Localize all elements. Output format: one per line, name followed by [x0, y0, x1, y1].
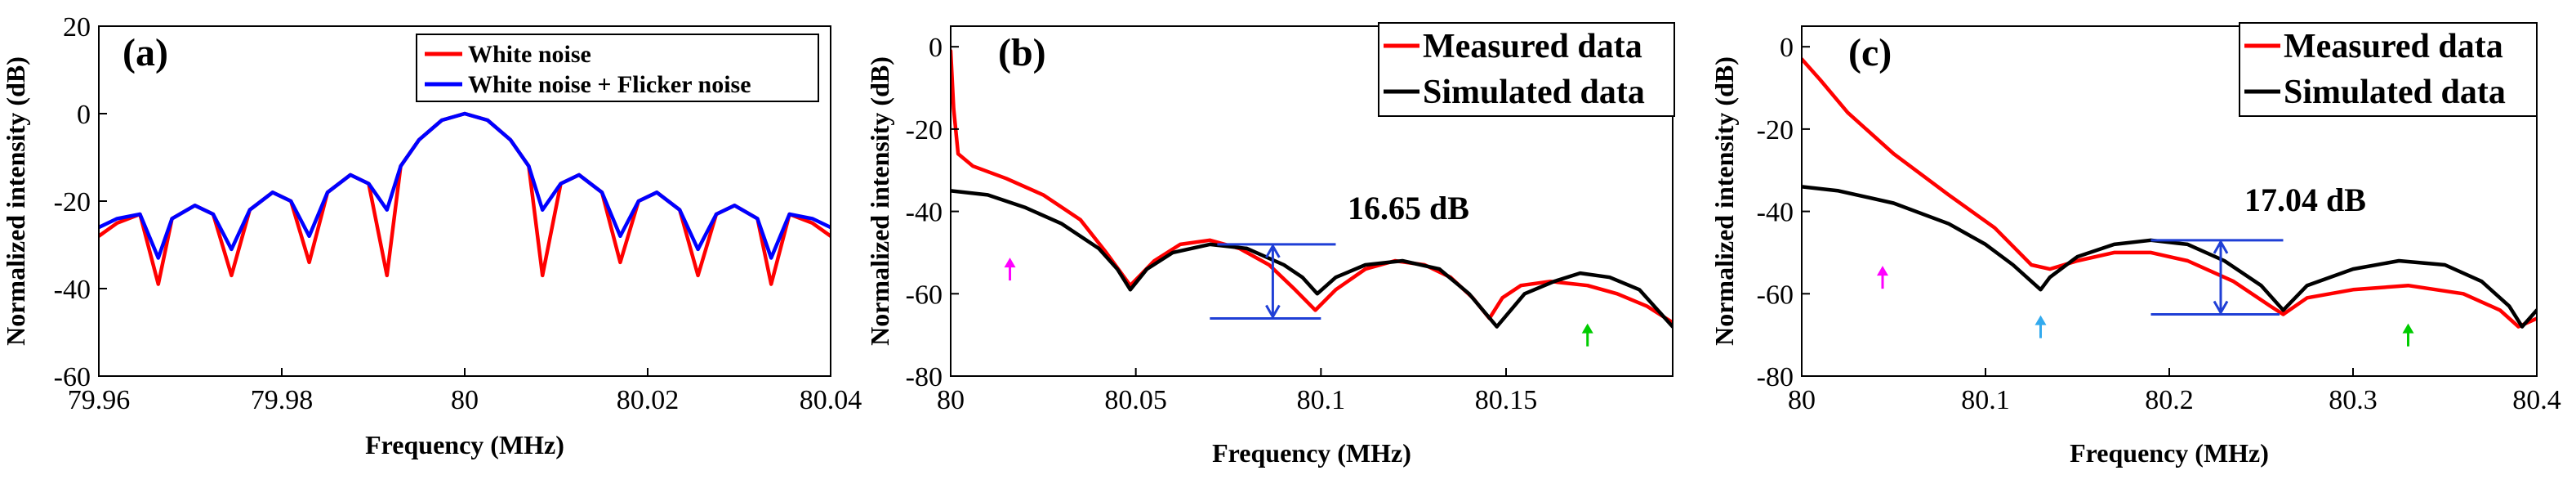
panel-b-ylabel: Normalized intensity (dB) — [865, 56, 894, 346]
panel-b-ticks: 80 80.05 80.1 80.15 0 -20 -40 -60 -80 — [906, 33, 1538, 415]
ytick-label: -60 — [54, 362, 91, 392]
xtick-label: 80.2 — [2145, 385, 2194, 415]
panel-b-legend: Measured data Simulated data — [1378, 22, 1675, 117]
panel-a-legend-box — [416, 34, 819, 102]
panel-a: 79.96 79.98 80 80.02 80.04 20 0 -20 -40 -60 (a) W… — [1, 12, 862, 459]
ytick-label: 0 — [1780, 33, 1794, 63]
panel-b-series — [951, 48, 1673, 329]
up-arrow-icon — [2402, 323, 2414, 347]
ytick-label: 0 — [929, 33, 943, 63]
bracket-arrowhead-up — [1265, 243, 1281, 258]
panel-b: 80 80.05 80.1 80.15 0 -20 -40 -60 -80 (b) 16.65 … — [865, 22, 1675, 468]
ytick-label: 20 — [63, 12, 91, 43]
panel-c-label: (c) — [1848, 31, 1892, 74]
panel-a-ylabel: Normalized intensity (dB) — [1, 56, 30, 346]
panel-b-annotation-text: 16.65 dB — [1348, 190, 1469, 226]
panel-b-annotations — [1004, 243, 1593, 347]
ytick-label: -20 — [1757, 115, 1794, 146]
panel-c-ticks: 80 80.1 80.2 80.3 80.4 0 -20 -40 -60 -80 — [1757, 33, 2561, 415]
panel-a-label: (a) — [123, 31, 168, 74]
panel-a-ticks: 79.96 79.98 80 80.02 80.04 20 0 -20 -40 -60 — [54, 12, 862, 415]
ytick-label: -40 — [1757, 198, 1794, 228]
bracket-arrowhead-down — [1265, 304, 1281, 320]
legend-entry-measured-c: Measured data — [2284, 28, 2503, 65]
panel-b-plot-frame — [950, 25, 1674, 377]
panel-b-legend-box — [1378, 22, 1675, 117]
panel-b-label: (b) — [998, 31, 1046, 74]
up-arrow-icon — [1004, 258, 1016, 281]
up-arrow-icon — [2035, 315, 2047, 338]
bracket-arrowhead-down — [2213, 300, 2229, 316]
legend-entry-simulated-b: Simulated data — [1423, 74, 1645, 111]
xtick-label: 80 — [937, 385, 965, 415]
xtick-label: 80.1 — [1961, 385, 2010, 415]
legend-entry-simulated-c: Simulated data — [2284, 74, 2506, 111]
panel-a-series — [99, 111, 831, 286]
xtick-label: 80.15 — [1475, 385, 1538, 415]
panel-c-xlabel: Frequency (MHz) — [2070, 438, 2269, 468]
panel-a-xlabel: Frequency (MHz) — [365, 430, 564, 459]
ytick-label: -80 — [1757, 362, 1794, 392]
xtick-label: 80.4 — [2512, 385, 2561, 415]
panel-c-ylabel: Normalized intensity (dB) — [1709, 56, 1739, 346]
panel-c-annotations — [1877, 239, 2414, 347]
ytick-label: -40 — [54, 275, 91, 305]
series-measured-data-b — [951, 48, 1673, 325]
xtick-label: 80.1 — [1297, 385, 1346, 415]
xtick-label: 80.05 — [1104, 385, 1167, 415]
series-white-noise-a — [99, 111, 831, 286]
panel-c-legend-box — [2239, 22, 2538, 117]
panel-c: 80 80.1 80.2 80.3 80.4 0 -20 -40 -60 -80 (c) 17.0… — [1709, 22, 2561, 468]
xtick-label: 79.98 — [251, 385, 314, 415]
xtick-label: 80 — [451, 385, 479, 415]
ytick-label: -20 — [54, 187, 91, 217]
xtick-label: 80 — [1788, 385, 1816, 415]
ytick-label: -40 — [906, 198, 943, 228]
panel-b-xlabel: Frequency (MHz) — [1212, 438, 1411, 468]
xtick-label: 80.02 — [617, 385, 680, 415]
legend-entry-measured-b: Measured data — [1423, 28, 1642, 65]
legend-entry-white-noise: White noise — [468, 41, 591, 68]
panel-c-legend: Measured data Simulated data — [2239, 22, 2538, 117]
series-simulated-data-c — [1802, 185, 2537, 329]
bracket-arrowhead-up — [2213, 239, 2229, 254]
xtick-label: 79.96 — [68, 385, 131, 415]
xtick-label: 80.04 — [800, 385, 862, 415]
ytick-label: 0 — [77, 100, 91, 130]
series-white-noise-flicker-noise-a — [99, 111, 831, 260]
panel-c-series — [1802, 57, 2537, 329]
up-arrow-icon — [1877, 266, 1888, 289]
panel-a-legend: White noise White noise + Flicker noise — [416, 34, 819, 102]
panel-c-plot-frame — [1801, 25, 2538, 377]
series-simulated-data-b — [951, 189, 1673, 329]
legend-entry-white-flicker-noise: White noise + Flicker noise — [468, 71, 751, 98]
panel-a-plot-frame — [98, 25, 831, 377]
panel-c-annotation-text: 17.04 dB — [2244, 182, 2366, 218]
up-arrow-icon — [1581, 323, 1593, 347]
xtick-label: 80.3 — [2329, 385, 2378, 415]
ytick-label: -60 — [906, 280, 943, 310]
ytick-label: -80 — [906, 362, 943, 392]
series-measured-data-c — [1802, 57, 2537, 329]
ytick-label: -20 — [906, 115, 943, 146]
ytick-label: -60 — [1757, 280, 1794, 310]
